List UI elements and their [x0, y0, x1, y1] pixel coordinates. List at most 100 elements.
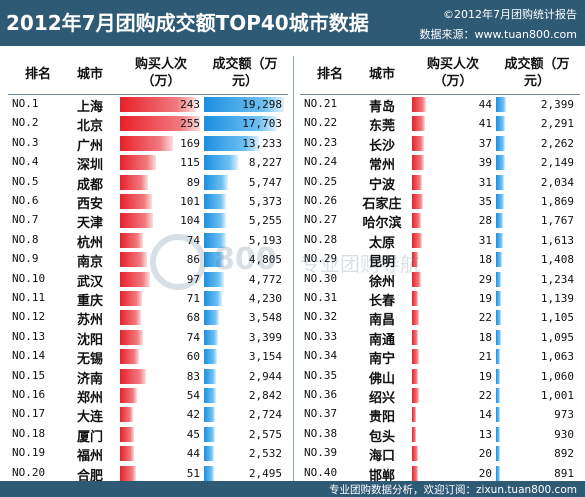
buyers-bar: [120, 116, 200, 132]
city-cell: 邯郸: [368, 468, 395, 484]
buyers-bar: [412, 135, 424, 151]
table-row: NO.23 长沙 37 2,262: [300, 135, 580, 154]
amount-value: 2,532: [248, 447, 282, 461]
amount-cell: 4,772: [204, 271, 284, 287]
buyers-value: 19: [478, 292, 492, 305]
source-note: 数据来源：www.tuan800.com: [419, 28, 577, 41]
amount-value: 1,767: [540, 214, 574, 228]
rank-cell: NO.15: [12, 368, 46, 382]
buyers-bar: [412, 232, 422, 248]
buyers-bar: [412, 174, 422, 190]
buyers-bar: [120, 407, 134, 423]
city-cell: 长春: [368, 294, 395, 309]
buyers-cell: 89: [120, 174, 202, 190]
table-row: NO.36 绍兴 22 1,001: [300, 387, 580, 406]
amount-value: 3,154: [248, 350, 282, 364]
amount-cell: 2,842: [204, 388, 284, 403]
buyers-cell: 41: [412, 116, 494, 132]
buyers-value: 45: [186, 427, 200, 441]
rank-cell: NO.2: [12, 116, 39, 130]
buyers-value: 115: [180, 156, 200, 170]
buyers-cell: 20: [412, 465, 494, 481]
rank-cell: NO.4: [12, 155, 39, 169]
rank-cell: NO.20: [12, 465, 46, 479]
buyers-value: 104: [180, 214, 200, 228]
amount-value: 1,060: [540, 369, 574, 383]
buyers-value: 18: [478, 330, 492, 344]
rank-cell: NO.9: [12, 252, 39, 266]
buyers-cell: 19: [412, 368, 494, 384]
table-row: NO.21 青岛 44 2,399: [300, 96, 580, 115]
buyers-value: 243: [180, 98, 200, 111]
buyers-cell: 39: [412, 155, 494, 171]
buyers-value: 28: [478, 214, 492, 228]
rank-cell: NO.12: [12, 310, 46, 324]
rank-cell: NO.27: [304, 213, 338, 227]
buyers-value: 68: [186, 311, 200, 325]
amount-bar: [204, 407, 216, 423]
city-cell: 南京: [76, 255, 103, 271]
buyers-value: 21: [478, 350, 492, 364]
table-panel-right: 排名 城市 购买人次（万） 成交额（万元） NO.21 青岛 44 2,399 NO.2…: [300, 56, 580, 486]
buyers-bar: [412, 194, 423, 209]
amount-value: 2,944: [248, 369, 282, 383]
amount-value: 1,095: [540, 330, 574, 344]
buyers-cell: 13: [412, 426, 494, 442]
amount-value: 5,193: [248, 233, 282, 247]
amount-cell: 2,532: [204, 446, 284, 462]
buyers-bar: [120, 368, 147, 384]
buyers-value: 31: [478, 175, 492, 189]
table-row: NO.39 海口 20 892: [300, 445, 580, 464]
city-cell: 昆明: [368, 255, 395, 271]
buyers-value: 29: [478, 272, 492, 286]
amount-value: 5,373: [248, 195, 282, 208]
column-header-amount-label: 成交额（万元）: [504, 57, 570, 89]
amount-cell: 5,255: [204, 213, 284, 229]
city-cell: 太原: [368, 235, 395, 251]
buyers-cell: 35: [412, 194, 494, 209]
buyers-bar: [120, 155, 157, 171]
amount-bar: [496, 271, 502, 287]
amount-value: 1,139: [540, 292, 574, 305]
table-row: NO.7 天津 104 5,255: [8, 212, 288, 231]
amount-bar: [204, 446, 215, 462]
rank-cell: NO.13: [12, 329, 46, 343]
amount-value: 5,747: [248, 175, 282, 189]
rank-cell: NO.1: [12, 97, 39, 110]
city-cell: 济南: [76, 371, 103, 387]
table-row: NO.30 徐州 29 1,234: [300, 271, 580, 290]
buyers-value: 13: [478, 427, 492, 441]
page-title: 2012年7月团购成交额TOP40城市数据: [6, 11, 369, 35]
amount-cell: 930: [496, 426, 576, 442]
buyers-value: 83: [186, 369, 200, 383]
city-cell: 徐州: [368, 274, 395, 290]
rank-cell: NO.31: [304, 291, 338, 304]
amount-bar: [496, 213, 504, 229]
amount-bar: [496, 116, 506, 132]
buyers-cell: 22: [412, 388, 494, 403]
amount-value: 2,399: [540, 98, 574, 111]
amount-bar: [204, 155, 239, 171]
table-row: NO.16 郑州 54 2,842: [8, 387, 288, 406]
amount-bar: [496, 407, 501, 423]
rank-cell: NO.26: [304, 194, 338, 207]
table-row: NO.40 邯郸 20 891: [300, 465, 580, 484]
amount-value: 3,548: [248, 311, 282, 325]
table-row: NO.37 贵阳 14 973: [300, 406, 580, 425]
table-row: NO.5 成都 89 5,747: [8, 174, 288, 193]
amount-bar: [204, 252, 224, 268]
table-row: NO.17 大连 42 2,724: [8, 406, 288, 425]
footer-text: 专业团购数据分析，欢迎订阅：zixun.tuan800.com: [329, 484, 577, 496]
amount-value: 2,291: [540, 117, 574, 131]
buyers-bar: [412, 349, 419, 365]
buyers-bar: [120, 232, 144, 248]
buyers-cell: 169: [120, 135, 202, 151]
buyers-value: 31: [478, 233, 492, 247]
city-cell: 石家庄: [362, 197, 402, 212]
amount-bar: [204, 116, 278, 132]
column-header-city: 城市: [368, 67, 395, 82]
city-cell: 郑州: [76, 391, 103, 406]
footer-bar: 专业团购数据分析，欢迎订阅：zixun.tuan800.com: [0, 481, 585, 497]
table-row: NO.18 厦门 45 2,575: [8, 426, 288, 445]
amount-cell: 5,747: [204, 174, 284, 190]
